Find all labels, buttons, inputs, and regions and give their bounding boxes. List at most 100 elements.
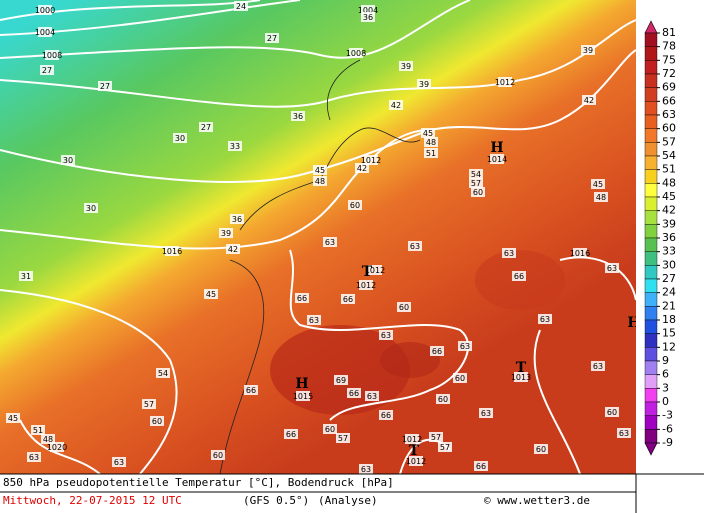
isobar-label: 1012 <box>356 281 376 290</box>
isobar-label-box <box>409 456 423 466</box>
temperature-label: 63 <box>309 316 319 325</box>
colorbar-tick-label: 63 <box>662 108 676 121</box>
colorbar-tick-label: 81 <box>662 26 676 39</box>
temperature-label-box <box>6 413 20 423</box>
isobar-label-box <box>514 372 528 382</box>
colorbar-tick-label: 21 <box>662 299 676 312</box>
temperature-label-box <box>347 388 361 398</box>
isobars <box>0 0 636 474</box>
colorbar-band <box>644 183 658 198</box>
temperature-label: 63 <box>607 264 617 273</box>
colorbar-band <box>644 196 658 211</box>
isobar-label-box <box>296 391 310 401</box>
temperature-label-box <box>399 61 413 71</box>
temperature-label-box <box>348 200 362 210</box>
temperature-label: 54 <box>158 369 168 378</box>
temperature-label-box <box>84 203 98 213</box>
temperature-label: 63 <box>481 409 491 418</box>
temperature-label: 27 <box>100 82 110 91</box>
temperature-label: 36 <box>232 215 242 224</box>
temperature-label-box <box>534 444 548 454</box>
temperature-label-box <box>142 399 156 409</box>
temperature-label-box <box>355 163 369 173</box>
footer-run: (Analyse) <box>318 494 378 507</box>
colorbar-tick-label: 78 <box>662 40 676 53</box>
temperature-label: 66 <box>286 430 296 439</box>
temperature-label-box <box>438 442 452 452</box>
colorbar-band <box>644 278 658 293</box>
temperature-label-box <box>617 428 631 438</box>
isobar-label: 1013 <box>511 373 531 382</box>
isobar-label-box <box>573 248 587 258</box>
temperature-label: 63 <box>367 392 377 401</box>
temperature-label-box <box>265 33 279 43</box>
temperature-label-box <box>421 128 435 138</box>
temperature-label: 60 <box>438 395 448 404</box>
isobar-label: 1008 <box>42 51 62 60</box>
temperature-label: 30 <box>63 156 73 165</box>
colorbar-cap <box>644 442 658 456</box>
colorbar-band <box>644 333 658 348</box>
isobar-label: 1014 <box>487 155 507 164</box>
temperature-label: 66 <box>514 272 524 281</box>
colorbar-band <box>644 237 658 252</box>
temperature-label-box <box>98 81 112 91</box>
colorbar-tick-label: 0 <box>662 395 669 408</box>
colorbar-band <box>644 292 658 307</box>
colorbar-band <box>644 32 658 47</box>
colorbar: 8178757269666360575451484542393633302724… <box>644 20 676 456</box>
temperature-label-box <box>41 434 55 444</box>
colorbar-tick-label: 42 <box>662 204 676 217</box>
temperature-label-box <box>291 111 305 121</box>
temperature-label-box <box>379 410 393 420</box>
colorbar-band <box>644 415 658 430</box>
temperature-label: 45 <box>8 414 18 423</box>
temperature-label-box <box>27 452 41 462</box>
temperature-label-box <box>31 425 45 435</box>
temperature-label: 57 <box>338 434 348 443</box>
temperature-label: 48 <box>596 193 606 202</box>
isobar-label: 1012 <box>365 266 385 275</box>
temperature-label: 27 <box>267 34 277 43</box>
temperature-label-box <box>417 79 431 89</box>
temperature-label: 42 <box>391 101 401 110</box>
temperature-label: 63 <box>504 249 514 258</box>
temperature-label: 66 <box>343 295 353 304</box>
temperature-label-box <box>458 341 472 351</box>
temperature-label-box <box>313 165 327 175</box>
pressure-center: T <box>516 360 527 376</box>
temperature-label-box <box>230 214 244 224</box>
footer-model: (GFS 0.5°) <box>243 494 309 507</box>
colorbar-band <box>644 306 658 321</box>
temperature-label: 42 <box>228 245 238 254</box>
temperature-label-box <box>471 187 485 197</box>
temperature-label-box <box>226 244 240 254</box>
temperature-label: 31 <box>21 272 31 281</box>
temperature-label: 63 <box>325 238 335 247</box>
temperature-label: 39 <box>583 46 593 55</box>
temperature-label: 24 <box>236 2 246 11</box>
temperature-label: 30 <box>175 134 185 143</box>
temperature-label-box <box>361 12 375 22</box>
colorbar-tick-label: 66 <box>662 94 676 107</box>
colorbar-tick-label: -3 <box>662 409 673 422</box>
temperature-label: 66 <box>476 462 486 471</box>
temperature-label-box <box>341 294 355 304</box>
colorbar-band <box>644 429 658 444</box>
temperature-label-box <box>307 315 321 325</box>
coastlines <box>219 59 421 475</box>
temperature-label: 60 <box>213 451 223 460</box>
isobar-label-box <box>490 154 504 164</box>
temperature-label: 48 <box>426 138 436 147</box>
colorbar-band <box>644 142 658 157</box>
temperature-label-box <box>334 375 348 385</box>
isobar-label-box <box>405 434 419 444</box>
colorbar-tick-label: 69 <box>662 81 676 94</box>
temperature-label-box <box>379 330 393 340</box>
temperature-label-box <box>512 271 526 281</box>
temperature-label: 36 <box>363 13 373 22</box>
temperature-label-box <box>605 263 619 273</box>
colorbar-tick-label: 27 <box>662 272 676 285</box>
colorbar-tick-label: 54 <box>662 149 676 162</box>
isobar-label: 1015 <box>293 392 313 401</box>
